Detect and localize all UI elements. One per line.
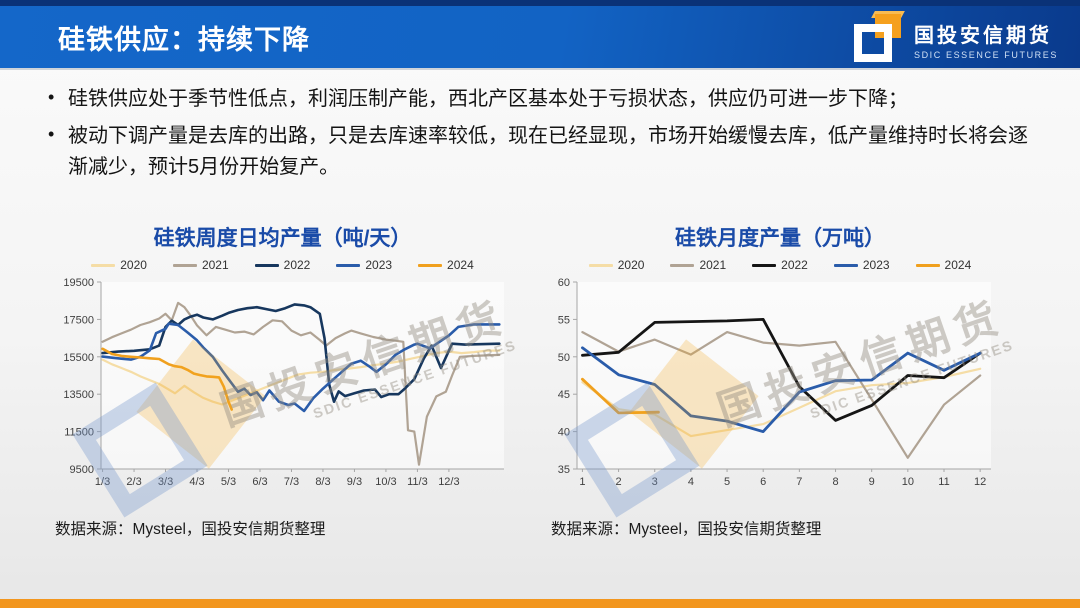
svg-text:6: 6 [760, 476, 766, 488]
legend-item-2020: 2020 [588, 258, 645, 272]
legend-label: 2024 [447, 258, 474, 272]
svg-text:11500: 11500 [64, 427, 94, 439]
chart-legend-monthly: 2020 2021 2022 2023 2024 [545, 258, 1015, 272]
legend-item-2024: 2024 [418, 258, 474, 272]
legend-label: 2020 [617, 258, 645, 272]
legend-swatch [752, 263, 777, 267]
bullet-item-1: 硅铁供应处于季节性低点，利润压制产能，西北产区基本处于亏损状态，供应仍可进一步下… [46, 84, 1044, 115]
legend-label: 2021 [201, 258, 229, 272]
bullet-item-2: 被动下调产量是去库的出路，只是去库速率较低，现在已经显现，市场开始缓慢去库，低产… [46, 121, 1044, 183]
svg-text:7: 7 [796, 476, 802, 488]
legend-item-2022: 2022 [752, 258, 808, 272]
svg-text:9: 9 [869, 476, 875, 488]
legend-label: 2022 [781, 258, 808, 272]
svg-text:1/3: 1/3 [95, 476, 110, 488]
svg-text:11/3: 11/3 [407, 476, 428, 488]
legend-label: 2023 [862, 258, 890, 272]
legend-item-2023: 2023 [833, 258, 890, 272]
svg-text:55: 55 [558, 314, 570, 326]
legend-label: 2020 [120, 258, 147, 272]
svg-text:4: 4 [688, 476, 694, 488]
svg-text:19500: 19500 [63, 277, 94, 289]
legend-label: 2023 [365, 258, 393, 272]
svg-text:40: 40 [558, 427, 570, 439]
svg-text:17500: 17500 [63, 314, 94, 326]
svg-text:15500: 15500 [63, 352, 94, 364]
monthly-output-chart: 硅铁月度产量（万吨） 2020 2021 2022 2023 2024 35 40 45 50… [545, 222, 1016, 539]
svg-text:60: 60 [558, 277, 570, 289]
legend-swatch [172, 263, 197, 267]
svg-text:6/3: 6/3 [252, 476, 267, 488]
legend-swatch [833, 263, 858, 267]
legend-label: 2021 [699, 258, 727, 272]
legend-swatch [588, 263, 613, 267]
chart-canvas-weekly: 9500 11500 13500 15500 17500 19500 1/3 2/3 3/3 4/… [63, 277, 504, 488]
logo-text: 国投安信期货 SDIC ESSENCE FUTURES [914, 19, 1058, 60]
legend-item-2021: 2021 [670, 258, 726, 272]
legend-swatch [336, 263, 361, 267]
bullet-list: 硅铁供应处于季节性低点，利润压制产能，西北产区基本处于亏损状态，供应仍可进一步下… [46, 84, 1044, 189]
slide-header: 硅铁供应：持续下降 国投安信期货 SDIC ESSENCE FUTURES [0, 0, 1080, 70]
chart-title-monthly: 硅铁月度产量（万吨） [675, 227, 885, 250]
svg-text:3/3: 3/3 [158, 476, 173, 488]
legend-item-2022: 2022 [254, 258, 311, 272]
svg-text:7/3: 7/3 [284, 476, 299, 488]
legend-item-2024: 2024 [915, 258, 972, 272]
legend-swatch [254, 263, 279, 267]
svg-text:12/3: 12/3 [438, 476, 459, 488]
legend-swatch [915, 263, 940, 267]
svg-text:10: 10 [902, 476, 914, 488]
page-title: 硅铁供应：持续下降 [58, 25, 310, 55]
svg-text:11: 11 [938, 476, 949, 488]
svg-text:5: 5 [724, 476, 730, 488]
svg-text:10/3: 10/3 [375, 476, 396, 488]
svg-text:13500: 13500 [63, 389, 94, 401]
legend-item-2021: 2021 [172, 258, 229, 272]
data-source-note-left: 数据来源：Mysteel，国投安信期货整理 [55, 521, 326, 538]
svg-text:5/3: 5/3 [221, 476, 236, 488]
logo-text-en: SDIC ESSENCE FUTURES [913, 49, 1058, 60]
chart-title-weekly: 硅铁周度日均产量（吨/天） [153, 227, 412, 250]
svg-text:3: 3 [652, 476, 658, 488]
chart-legend-weekly: 2020 2021 2022 2023 2024 [55, 258, 510, 272]
svg-text:12: 12 [974, 476, 986, 488]
legend-swatch [91, 263, 116, 267]
svg-text:35: 35 [558, 464, 570, 476]
logo-square-icon [853, 24, 892, 62]
chart-plot-monthly: 35 40 45 50 55 60 1 2 3 4 5 6 7 8 9 10 11 12 国投安信期货 SDIC … [545, 276, 1016, 518]
weekly-output-chart: 硅铁周度日均产量（吨/天） 2020 2021 2022 2023 2024 9500 1… [55, 222, 519, 539]
data-source-note-right: 数据来源：Mysteel，国投安信期货整理 [551, 521, 822, 538]
svg-text:9500: 9500 [70, 464, 94, 476]
svg-text:8: 8 [832, 476, 838, 488]
svg-text:9/3: 9/3 [347, 476, 362, 488]
svg-text:45: 45 [558, 389, 570, 401]
legend-swatch [418, 263, 443, 267]
company-logo: 国投安信期货 SDIC ESSENCE FUTURES [852, 11, 1058, 64]
svg-text:50: 50 [558, 352, 570, 364]
legend-label: 2024 [944, 258, 972, 272]
svg-text:2/3: 2/3 [126, 476, 141, 488]
svg-text:8/3: 8/3 [315, 476, 330, 488]
svg-text:1: 1 [579, 476, 585, 488]
legend-item-2020: 2020 [91, 258, 147, 272]
legend-item-2023: 2023 [336, 258, 392, 272]
chart-plot-weekly: 9500 11500 13500 15500 17500 19500 1/3 2/3 3/3 4/… [55, 276, 519, 518]
legend-label: 2022 [283, 258, 311, 272]
legend-swatch [670, 263, 695, 267]
svg-text:4/3: 4/3 [189, 476, 204, 488]
logo-text-cn: 国投安信期货 [913, 24, 1052, 47]
footer-bar [0, 599, 1080, 608]
company-logo-icon [852, 11, 905, 64]
svg-text:2: 2 [616, 476, 622, 488]
